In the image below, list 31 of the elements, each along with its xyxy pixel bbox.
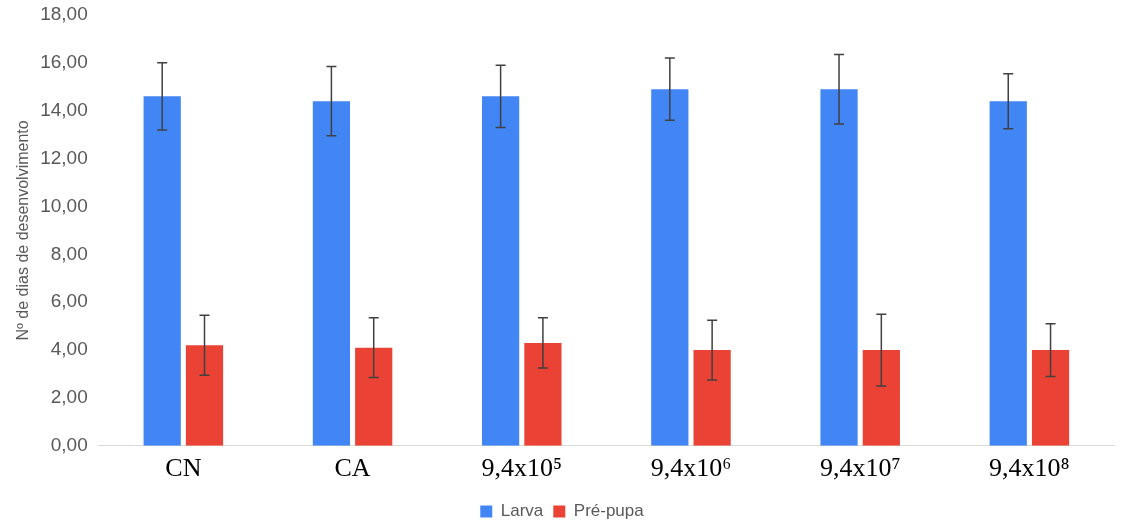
bar: [312, 101, 351, 446]
y-axis-title: Nº de dias de desenvolvimento: [14, 120, 32, 341]
legend-label: Pré-pupa: [573, 501, 645, 521]
y-tick-label: 6,00: [50, 290, 88, 312]
bar: [185, 345, 224, 446]
y-tick-label: 0,00: [50, 434, 88, 456]
x-tick-label: 9,4x10⁵: [481, 453, 563, 483]
y-tick-label: 12,00: [40, 146, 88, 168]
bar: [989, 101, 1027, 446]
bar: [820, 89, 858, 446]
x-tick-label: 9,4x10⁸: [989, 453, 1070, 483]
bar: [524, 342, 562, 446]
bar: [1031, 350, 1070, 446]
bar: [143, 96, 181, 446]
x-tick-label: CN: [165, 453, 202, 483]
y-tick-label: 14,00: [40, 98, 88, 120]
bar: [355, 347, 393, 446]
y-tick-label: 4,00: [50, 338, 88, 360]
y-tick-label: 2,00: [50, 386, 88, 408]
y-tick-label: 18,00: [40, 3, 88, 25]
legend-label: Larva: [500, 501, 544, 521]
x-tick-label: 9,4x10⁷: [819, 453, 901, 483]
bar: [651, 89, 689, 446]
y-tick-label: 10,00: [40, 194, 88, 216]
x-tick-label: CA: [334, 453, 371, 483]
x-tick-label: 9,4x10⁶: [650, 453, 732, 483]
y-tick-label: 8,00: [50, 242, 88, 264]
bar: [482, 96, 520, 446]
bar: [862, 350, 900, 446]
y-tick-label: 16,00: [40, 51, 88, 73]
bar: [693, 350, 731, 446]
